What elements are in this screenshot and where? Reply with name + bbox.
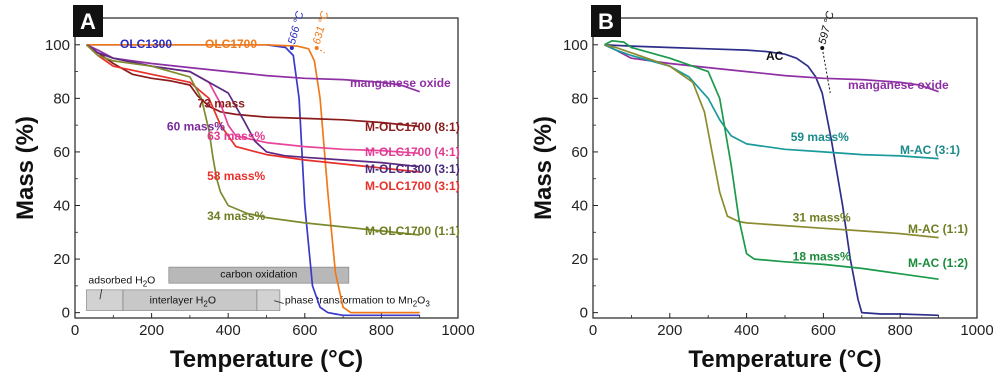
band-label-carbon-oxidation: carbon oxidation xyxy=(220,268,297,280)
panel-badge-label: A xyxy=(80,9,96,34)
y-tick-label: 100 xyxy=(563,37,588,54)
mass-annotation-73-mass: 73 mass xyxy=(198,97,246,111)
x-axis-title: Temperature (°C) xyxy=(170,346,363,373)
series-labels: OLC1300 OLC1700 manganese oxide M-OLC1700 (… xyxy=(120,37,460,238)
temp-marker-dot-597-c xyxy=(820,46,825,50)
y-tick-label: 60 xyxy=(571,144,588,161)
x-tick-label: 0 xyxy=(589,322,597,339)
y-tick-label: 20 xyxy=(53,251,70,268)
annotations: 597 °C 59 mass% 31 mass% 18 mass% xyxy=(791,10,851,263)
series-line-m-ac-1-2 xyxy=(604,39,939,281)
series-label-manganese-oxide: manganese oxide xyxy=(350,76,451,90)
panel-badge-a: A xyxy=(73,5,103,37)
y-tick-label: 60 xyxy=(53,144,70,161)
series-line-m-ac-1-1 xyxy=(604,43,939,239)
band-label-adsorbed-h2o: adsorbed H2O xyxy=(88,275,155,289)
temp-marker-dot-566-c xyxy=(289,46,294,50)
y-tick-label: 100 xyxy=(45,37,70,54)
band-label-phase-transformation: phase transformation to Mn2O3 xyxy=(285,295,430,309)
band-adsorbed-h2o xyxy=(86,289,124,311)
series-line-manganese-oxide xyxy=(604,44,939,93)
mass-annotation-60-mass: 60 mass% xyxy=(167,120,225,134)
series-label-m-ac-1-2: M-AC (1:2) xyxy=(908,256,968,270)
x-tick-label: 800 xyxy=(369,322,394,339)
series-label-m-ac-1-1: M-AC (1:1) xyxy=(908,222,968,236)
band-phase-transformation-to-mn2o3 xyxy=(256,289,281,311)
x-tick-label: 600 xyxy=(811,322,836,339)
panel-badge-box xyxy=(591,5,621,37)
series-line-m-olc1700-3-1 xyxy=(85,44,420,173)
panel-badge-box xyxy=(73,5,103,37)
band-carbon-oxidation xyxy=(168,266,350,284)
temp-marker-line-597-c xyxy=(821,47,831,94)
x-tick-label: 800 xyxy=(888,322,913,339)
temp-marker-label-631-c: 631 °C xyxy=(311,10,331,46)
series-label-olc1700: OLC1700 xyxy=(205,37,257,51)
temp-marker-label-597-c: 597 °C xyxy=(817,10,837,46)
series-label-m-ac-3-1: M-AC (3:1) xyxy=(900,143,960,157)
y-tick-label: 40 xyxy=(571,198,588,215)
x-axis-title: Temperature (°C) xyxy=(688,346,881,373)
x-tick-label: 200 xyxy=(657,322,682,339)
temp-marker-dot-631-c xyxy=(314,46,319,50)
series-line-m-olc1300-3-1 xyxy=(86,44,420,168)
x-tick-label: 400 xyxy=(216,322,241,339)
x-tick-label: 200 xyxy=(139,322,164,339)
x-tick-label: 1000 xyxy=(441,322,474,339)
series-label-m-olc1700-4-1: M-OLC1700 (4:1) xyxy=(365,145,460,159)
series-label-m-olc1700-8-1: M-OLC1700 (8:1) xyxy=(365,120,460,134)
band-pointer-phase xyxy=(274,300,284,304)
mass-annotation-63-mass: 63 mass% xyxy=(207,129,265,143)
y-tick-label: 40 xyxy=(53,198,70,215)
y-axis-title: Mass (%) xyxy=(12,116,39,220)
plot-frame xyxy=(592,17,978,319)
mass-annotation-31-mass: 31 mass% xyxy=(793,211,851,225)
panel-a: carbon oxidation interlayer H2O adsorbed H… xyxy=(12,5,475,373)
y-tick-label: 80 xyxy=(53,90,70,107)
series-line-ac xyxy=(604,43,939,317)
panel-badge-b: B xyxy=(591,5,621,37)
x-tick-label: 0 xyxy=(71,322,79,339)
x-tick-label: 600 xyxy=(292,322,317,339)
mass-annotation-18-mass: 18 mass% xyxy=(793,249,851,263)
y-axis-title: Mass (%) xyxy=(530,116,557,220)
y-tick-label: 0 xyxy=(580,305,588,322)
mass-annotation-58-mass: 58 mass% xyxy=(207,169,265,183)
series-lines xyxy=(85,43,420,317)
axes: 0 200 400 600 800 1000 0 20 40 60 80 100 Temperature… xyxy=(12,37,475,373)
y-tick-label: 20 xyxy=(571,251,588,268)
y-tick-label: 80 xyxy=(571,90,588,107)
band-label-interlayer-h2o: interlayer H2O xyxy=(150,295,216,309)
series-label-m-olc1300-3-1: M-OLC1300 (3:1) xyxy=(365,162,460,176)
series-label-olc1300: OLC1300 xyxy=(120,37,172,51)
axes: 0 200 400 600 800 1000 0 20 40 60 80 100 Temperature… xyxy=(530,37,993,373)
process-bands: carbon oxidation interlayer H2O adsorbed H… xyxy=(86,266,430,311)
series-label-manganese-oxide: manganese oxide xyxy=(848,78,949,92)
series-label-ac: AC xyxy=(766,49,784,63)
series-labels: AC manganese oxide M-AC (3:1) M-AC (1:1) M-A… xyxy=(766,49,968,270)
temp-marker-label-566-c: 566 °C xyxy=(286,10,306,46)
y-tick-label: 0 xyxy=(62,305,70,322)
panel-b: 0 200 400 600 800 1000 0 20 40 60 80 100 Temperature… xyxy=(530,5,993,373)
mass-annotation-34-mass: 34 mass% xyxy=(207,209,265,223)
series-label-m-olc1700-3-1: M-OLC1700 (3:1) xyxy=(365,179,460,193)
series-label-m-olc1700-1-1: M-OLC1700 (1:1) xyxy=(365,224,460,238)
x-tick-label: 400 xyxy=(734,322,759,339)
mass-annotation-59-mass: 59 mass% xyxy=(791,130,849,144)
x-tick-label: 1000 xyxy=(960,322,993,339)
panel-badge-label: B xyxy=(598,9,614,34)
band-pointer xyxy=(99,288,103,300)
series-lines xyxy=(604,39,939,317)
series-line-olc1700 xyxy=(86,43,420,314)
series-line-m-olc1700-1-1 xyxy=(85,44,420,236)
